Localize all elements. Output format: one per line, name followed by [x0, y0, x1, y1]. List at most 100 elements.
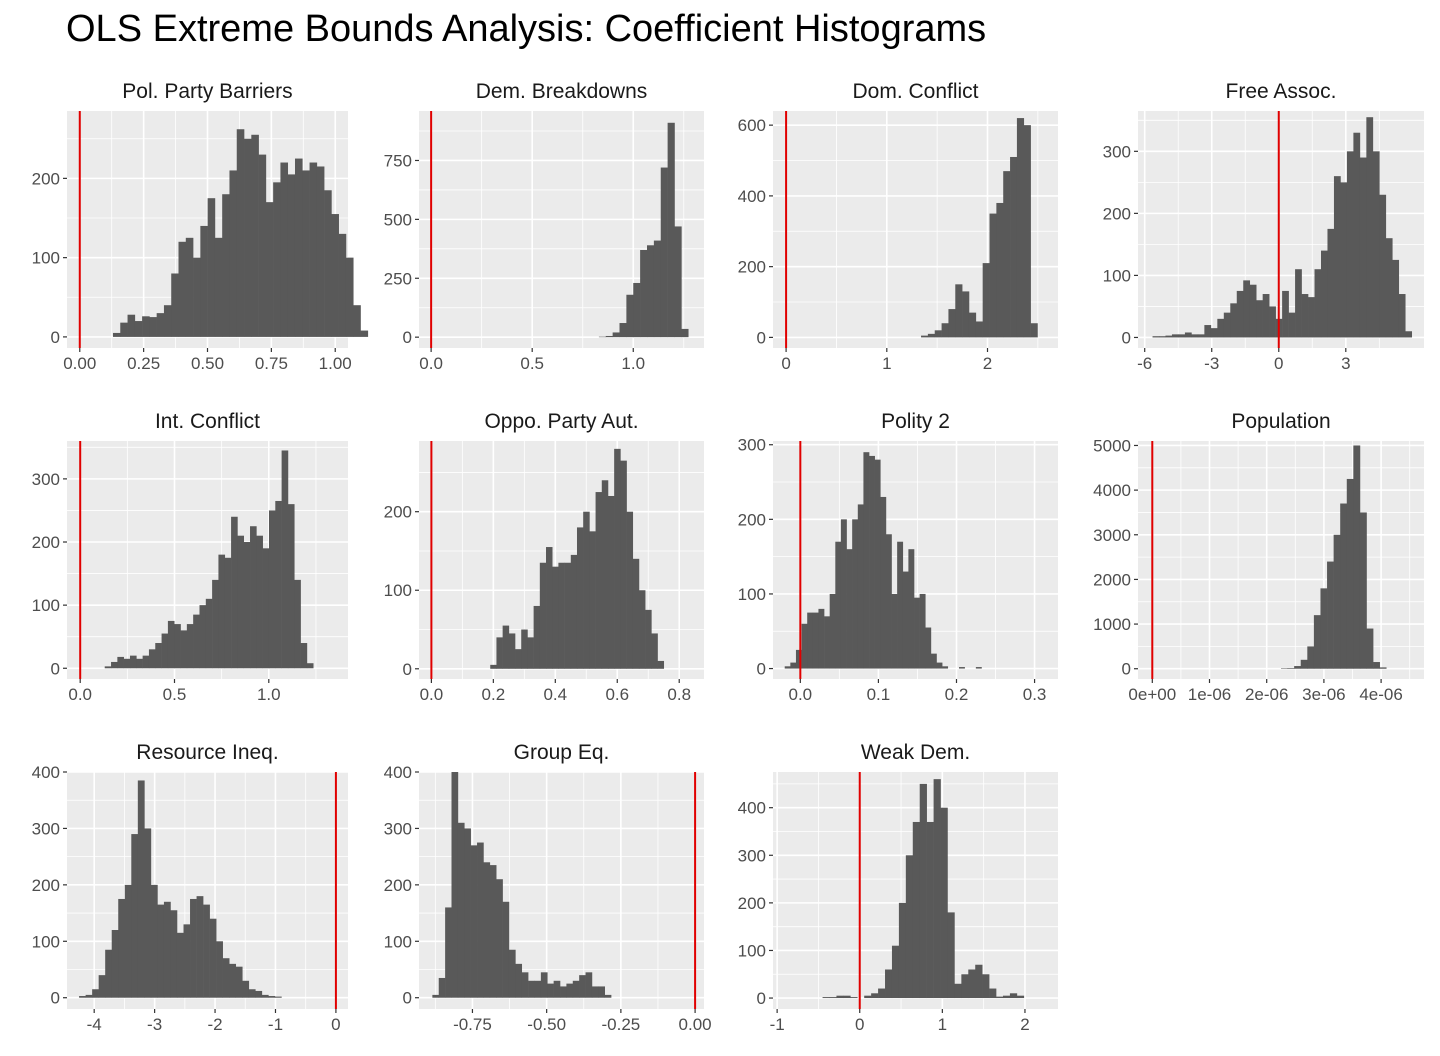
panel-title: Free Assoc.: [1226, 80, 1337, 103]
x-tick-label: 0.2: [482, 685, 506, 704]
histogram-bar: [566, 983, 574, 998]
histogram-bar: [942, 666, 949, 669]
histogram-bar: [640, 249, 648, 338]
histogram-bar: [1372, 151, 1380, 338]
histogram-bar: [632, 558, 640, 669]
histogram-bar: [508, 949, 516, 998]
histogram-bar: [902, 571, 909, 669]
histogram-bar: [136, 658, 143, 669]
histogram-bar: [199, 605, 207, 669]
panel-dom-conflict: Dom. Conflict 0 200 400 600 0 1 2: [738, 80, 1058, 373]
histogram-bar: [975, 964, 983, 999]
y-tick-label: 5000: [1093, 436, 1131, 455]
panel-oppo-party-aut: Oppo. Party Aut. 0 100 200 0.0 0.2 0.4 0.6 0.8: [384, 410, 704, 704]
histogram-bar: [1379, 194, 1387, 338]
histogram-bar: [836, 995, 844, 999]
histogram-bar: [268, 510, 276, 669]
histogram-bar: [1009, 993, 1018, 999]
histogram-bar: [111, 930, 119, 998]
histogram-bar: [891, 593, 898, 669]
histogram-bar: [897, 541, 904, 669]
histogram-bar: [975, 321, 983, 338]
histogram-bar: [205, 598, 213, 669]
histogram-bar: [1340, 503, 1348, 669]
y-tick-label: 200: [384, 876, 412, 895]
histogram-bar: [564, 562, 572, 669]
histogram-bar: [527, 637, 534, 669]
histogram-bar: [222, 194, 230, 337]
histogram-bar: [251, 134, 259, 337]
histogram-bar: [242, 980, 250, 998]
y-tick-label: 750: [384, 151, 412, 170]
y-tick-label: 0: [1122, 328, 1131, 347]
histogram-bar: [1191, 334, 1199, 338]
x-tick-label: 0.8: [667, 685, 691, 704]
histogram-bar: [1313, 615, 1321, 669]
histogram-bar: [451, 772, 459, 998]
histogram-bar: [598, 336, 607, 338]
histogram-bar: [1385, 238, 1393, 338]
y-tick-label: 100: [384, 932, 412, 951]
histogram-bar: [885, 969, 893, 999]
x-tick-label: 1.0: [257, 685, 281, 704]
histogram-bar: [528, 980, 535, 998]
histogram-bar: [1320, 588, 1328, 669]
histogram-bar: [583, 511, 590, 669]
x-tick-label: 0.25: [127, 354, 160, 373]
x-tick-label: 2e-06: [1245, 685, 1288, 704]
x-tick-label: 0: [331, 1015, 340, 1034]
y-tick-label: 100: [738, 585, 766, 604]
histogram-bar: [948, 309, 956, 338]
x-tick-label: 2: [1020, 1015, 1029, 1034]
histogram-bar: [261, 994, 269, 998]
histogram-bar: [843, 995, 851, 999]
y-tick-label: 0: [757, 660, 766, 679]
histogram-bar: [1010, 156, 1018, 338]
histogram-bar: [1262, 294, 1270, 338]
histogram-bar: [137, 780, 145, 998]
histogram-bar: [193, 257, 201, 337]
histogram-bar: [560, 986, 567, 998]
histogram-bar: [235, 966, 243, 998]
histogram-bar: [1287, 668, 1295, 669]
histogram-bar: [989, 988, 997, 999]
histogram-bar: [1016, 995, 1025, 999]
histogram-bar: [674, 226, 682, 338]
histogram-bar: [117, 656, 124, 669]
histogram-bar: [1300, 659, 1308, 669]
histogram-bar: [534, 980, 542, 998]
y-tick-label: 250: [384, 269, 412, 288]
y-tick-label: 200: [738, 510, 766, 529]
histogram-bar: [921, 335, 929, 338]
histogram-bar: [1295, 269, 1302, 338]
panel-resource-ineq: Resource Ineq. 0 100 200 300 400 -4 -3 -2 -1 0: [32, 741, 348, 1034]
histogram-bar: [829, 997, 837, 999]
histogram-bar: [850, 997, 858, 999]
histogram-bar: [1405, 331, 1413, 338]
histogram-bar: [193, 614, 200, 669]
histogram-bar: [1030, 323, 1038, 338]
histogram-bar: [275, 500, 282, 669]
histogram-bar: [432, 994, 440, 998]
histogram-bar: [268, 996, 276, 998]
x-tick-label: -0.25: [602, 1015, 641, 1034]
histogram-bar: [619, 323, 627, 338]
histogram-bar: [1327, 228, 1335, 338]
histogram-bar: [657, 660, 665, 669]
histogram-bar: [243, 542, 251, 669]
x-tick-label: 0.0: [789, 685, 813, 704]
histogram-bar: [203, 904, 210, 998]
histogram-bar: [1294, 666, 1302, 669]
histogram-bar: [163, 901, 171, 998]
y-tick-label: 100: [32, 596, 60, 615]
histogram-bar: [863, 452, 870, 669]
histogram-bar: [345, 257, 354, 337]
histogram-bar: [92, 989, 99, 998]
histogram-bar: [1327, 561, 1334, 669]
histogram-bar: [156, 313, 165, 337]
histogram-bar: [829, 593, 836, 669]
x-tick-label: 0: [1274, 354, 1283, 373]
histogram-bar: [185, 237, 194, 337]
panel-pol-party-barriers: Pol. Party Barriers 0 100 200 0.00 0.25 0.50 0.…: [32, 80, 369, 373]
histogram-bar: [807, 612, 814, 669]
